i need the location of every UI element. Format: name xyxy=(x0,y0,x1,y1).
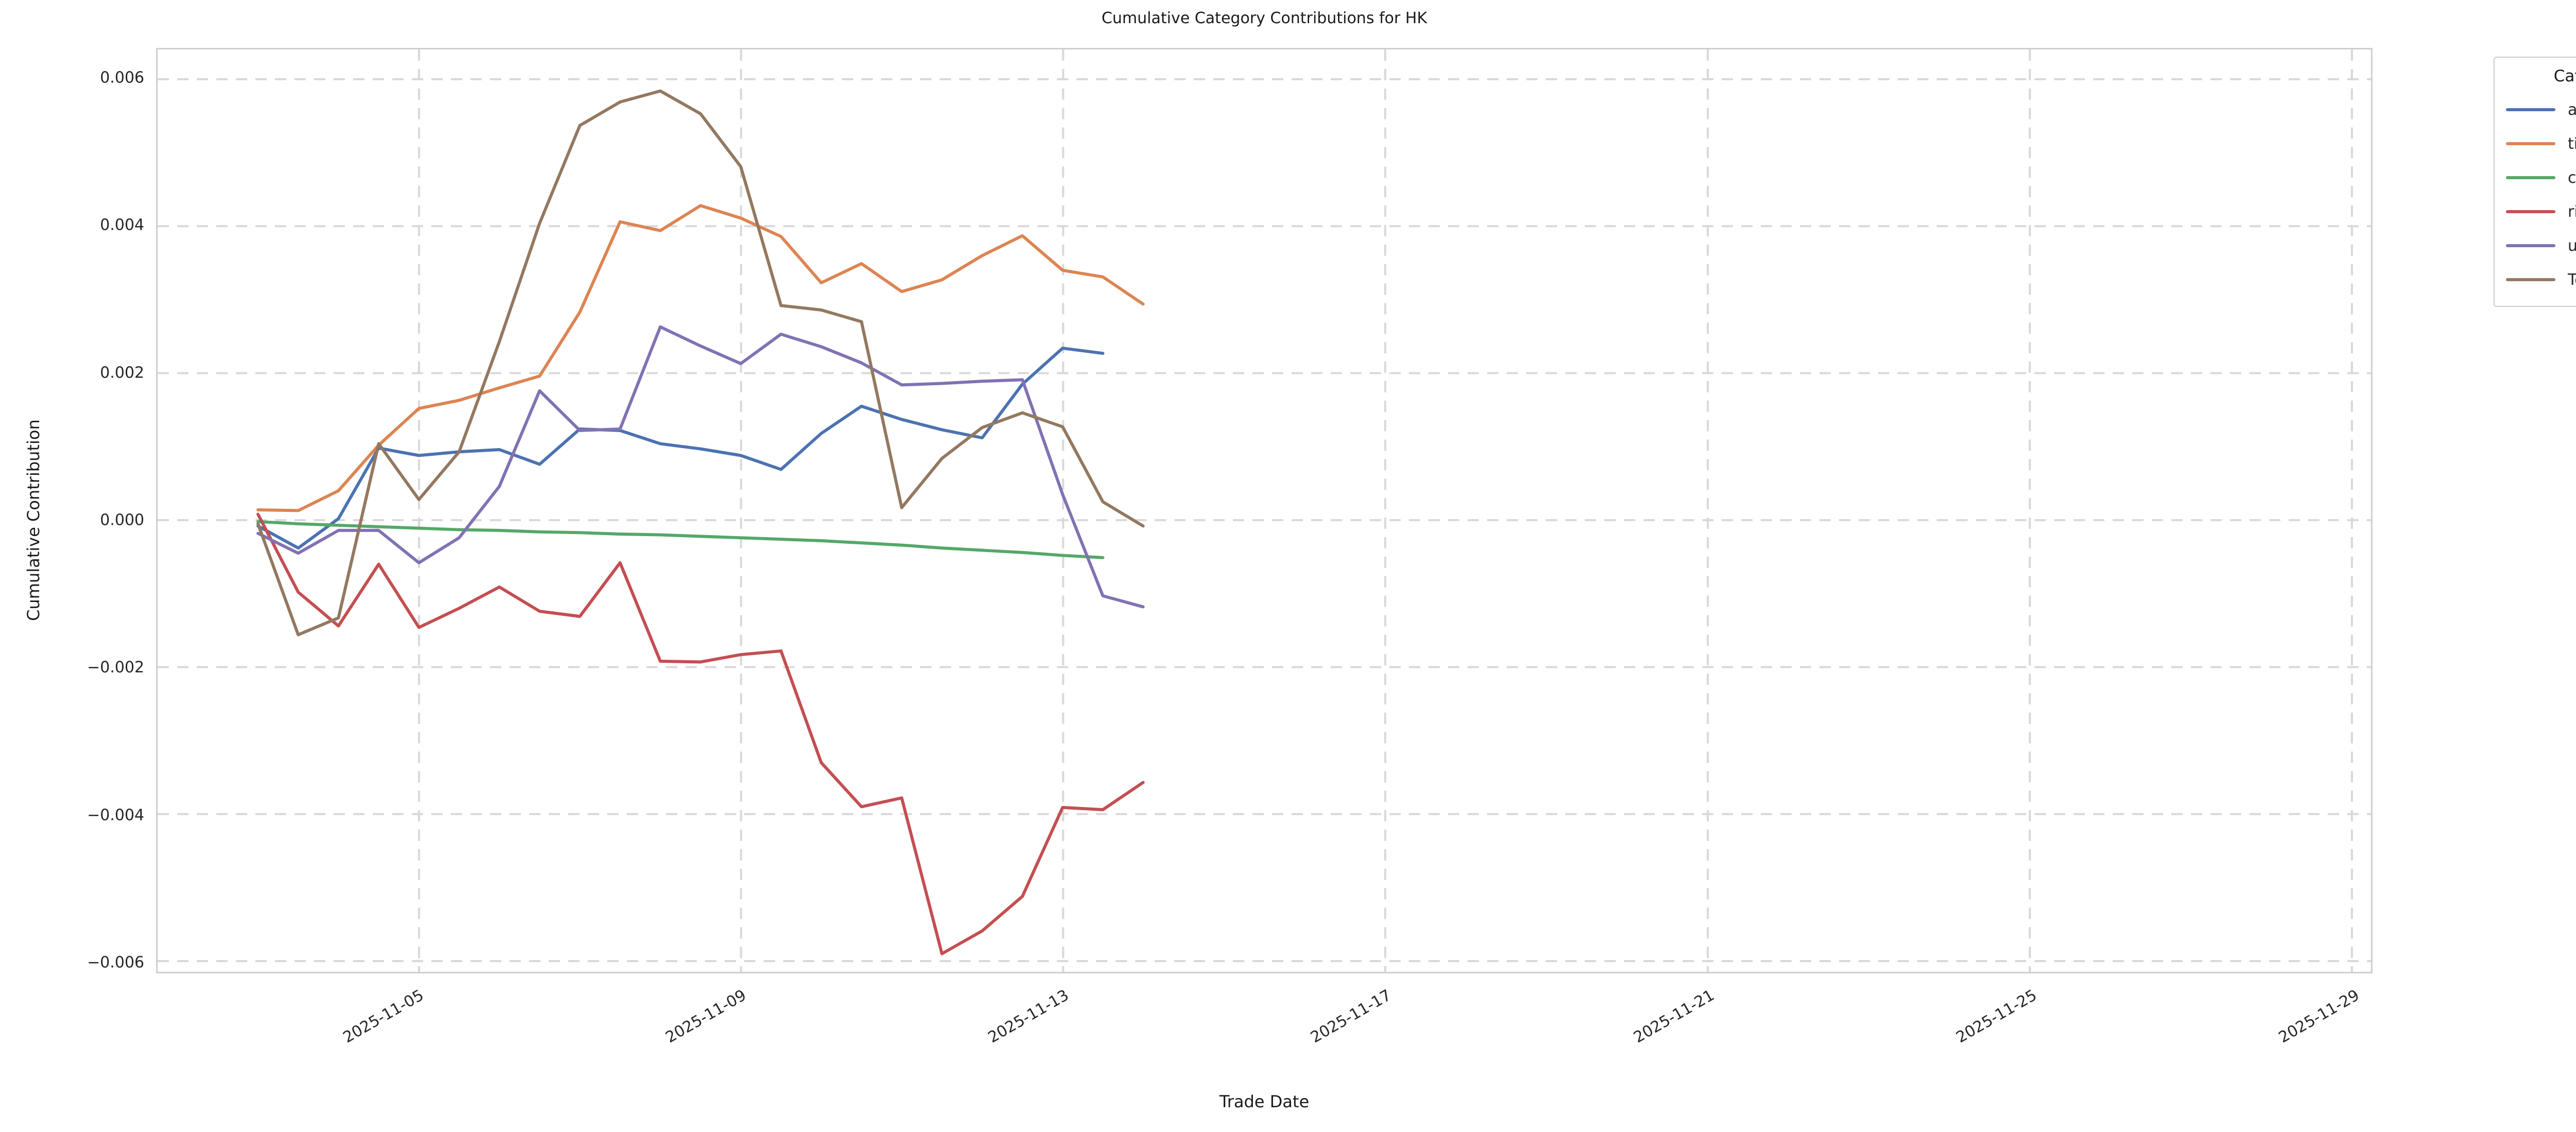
y-tick-label: 0.000 xyxy=(100,511,144,529)
y-tick-label: 0.004 xyxy=(100,216,144,234)
x-tick-label: 2025-11-13 xyxy=(985,986,1072,1047)
legend: Category alpha_total tilt_totalcost risk_e… xyxy=(2494,57,2576,307)
legend-swatch-icon xyxy=(2506,142,2555,145)
y-tick-label: 0.002 xyxy=(100,364,144,382)
legend-item-unexplained[interactable]: unexplained xyxy=(2506,229,2576,263)
legend-item-cost[interactable]: cost xyxy=(2506,161,2576,195)
legend-item-label: risk_exposure xyxy=(2568,202,2576,221)
y-tick-label: −0.002 xyxy=(87,658,144,677)
legend-swatch-icon xyxy=(2506,176,2555,179)
legend-item-alpha_total[interactable]: alpha_total xyxy=(2506,93,2576,127)
legend-item-Total[interactable]: Total xyxy=(2506,263,2576,297)
series-line-unexplained xyxy=(256,325,1145,609)
legend-swatch-icon xyxy=(2506,278,2555,281)
legend-item-label: cost xyxy=(2568,168,2576,187)
y-tick-label: −0.004 xyxy=(87,806,144,825)
series-line-Total xyxy=(256,89,1145,637)
y-axis-ticks: 0.006 0.004 0.002 0.000 −0.002 −0.004 −0.006 xyxy=(0,0,144,1132)
legend-swatch-icon xyxy=(2506,210,2555,213)
legend-swatch-icon xyxy=(2506,244,2555,247)
series-line-tilt_total xyxy=(256,204,1145,512)
series-line-alpha_total xyxy=(256,347,1105,550)
legend-item-label: unexplained xyxy=(2568,236,2576,255)
legend-item-label: tilt_total xyxy=(2568,134,2576,153)
legend-item-risk_exposure[interactable]: risk_exposure xyxy=(2506,195,2576,229)
legend-title: Category xyxy=(2553,67,2576,85)
y-tick-label: 0.006 xyxy=(100,68,144,87)
y-tick-label: −0.006 xyxy=(87,953,144,972)
x-axis-label: Trade Date xyxy=(1219,1092,1310,1111)
series-line-risk_exposure xyxy=(256,512,1145,955)
legend-swatch-icon xyxy=(2506,108,2555,111)
x-tick-label: 2025-11-29 xyxy=(2276,986,2363,1047)
x-tick-label: 2025-11-09 xyxy=(663,986,750,1047)
page-title: Cumulative Category Contributions for HK xyxy=(1101,9,1427,27)
plot-area xyxy=(156,48,2372,973)
legend-item-label: Total xyxy=(2568,270,2576,289)
x-tick-label: 2025-11-05 xyxy=(340,986,427,1047)
series-line-cost xyxy=(256,520,1105,559)
x-tick-label: 2025-11-21 xyxy=(1631,986,1718,1047)
x-tick-label: 2025-11-17 xyxy=(1308,986,1395,1047)
plot-svg xyxy=(158,49,2371,972)
legend-item-label: alpha_total xyxy=(2568,100,2576,119)
legend-rows: alpha_total tilt_totalcost risk_exposureun… xyxy=(2506,93,2576,297)
legend-item-tilt_total[interactable]: tilt_total xyxy=(2506,127,2576,161)
x-tick-label: 2025-11-25 xyxy=(1953,986,2040,1047)
